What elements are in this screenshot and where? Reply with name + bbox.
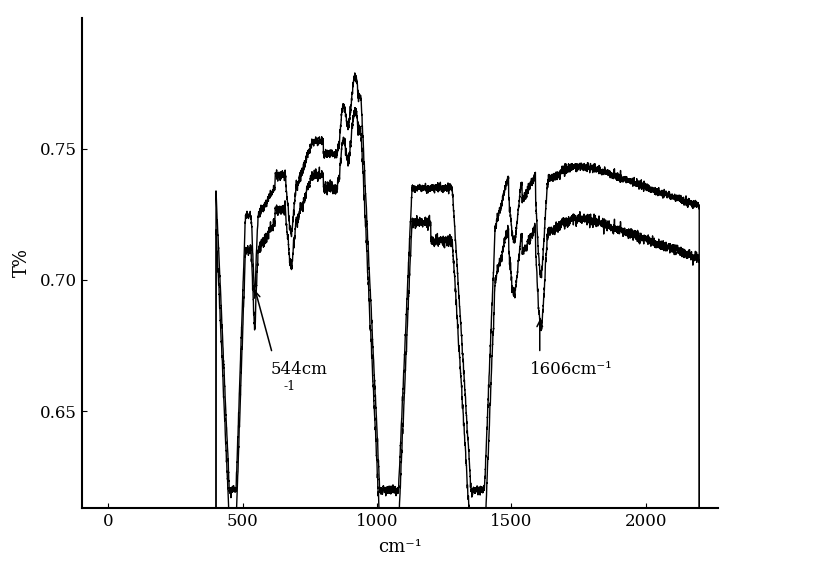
Text: -1: -1	[284, 380, 296, 392]
Text: 544cm: 544cm	[271, 361, 328, 378]
Text: 1606cm⁻¹: 1606cm⁻¹	[530, 361, 613, 378]
Y-axis label: T%: T%	[13, 248, 31, 277]
X-axis label: cm⁻¹: cm⁻¹	[378, 538, 422, 557]
